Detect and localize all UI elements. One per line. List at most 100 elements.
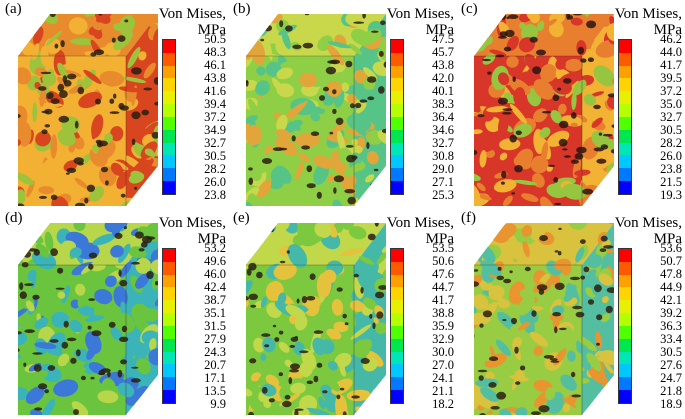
colorbar: [162, 39, 176, 195]
colorbar-segment: [619, 181, 631, 194]
colorbar-segment: [391, 351, 403, 365]
colorbar-tick-label: 27.1: [432, 175, 454, 189]
colorbar-segment: [391, 249, 403, 262]
legend-title: Von Mises, MPa: [370, 6, 454, 38]
colorbar: [390, 39, 404, 195]
colorbar-segment: [163, 325, 175, 339]
colorbar-tick-label: 41.7: [432, 293, 454, 307]
colorbar-tick-label: 32.9: [432, 332, 454, 346]
colorbar-tick-label: 44.0: [660, 45, 682, 59]
colorbar-tick-label: 35.0: [660, 97, 682, 111]
colorbar-tick-label: 35.9: [432, 319, 454, 333]
colorbar-tick-label: 53.6: [660, 241, 682, 255]
colorbar-segment: [619, 52, 631, 66]
legend-title: Von Mises, MPa: [142, 215, 226, 247]
colorbar: [618, 39, 632, 195]
panel-label: (f): [461, 210, 476, 226]
colorbar-tick-label: 41.7: [660, 58, 682, 72]
colorbar-segment: [619, 364, 631, 378]
colorbar-segment: [619, 104, 631, 117]
colorbar-tick-label: 30.5: [660, 123, 682, 137]
colorbar-segment: [163, 351, 175, 365]
colorbar-segment: [619, 65, 631, 79]
colorbar-tick-label: 18.2: [432, 397, 454, 411]
colorbar-tick-label: 48.3: [204, 45, 226, 59]
colorbar-segment: [391, 325, 403, 339]
colorbar-segment: [619, 168, 631, 182]
colorbar-tick-label: 43.8: [432, 58, 454, 72]
stress-contour-sample: [10, 8, 160, 208]
colorbar-tick-label: 27.6: [660, 358, 682, 372]
colorbar-segment: [391, 313, 403, 326]
colorbar-segment: [391, 52, 403, 66]
colorbar-segment: [163, 338, 175, 352]
colorbar-tick-label: 21.5: [660, 175, 682, 189]
colorbar-segment: [163, 78, 175, 92]
colorbar-tick-label: 20.7: [204, 358, 226, 372]
colorbar-tick-label: 50.5: [204, 32, 226, 46]
colorbar-segment: [163, 287, 175, 301]
colorbar-tick-label: 26.0: [204, 175, 226, 189]
colorbar-tick-label: 34.9: [204, 123, 226, 137]
colorbar-tick-label: 40.1: [432, 84, 454, 98]
stress-contour-sample: [238, 217, 388, 417]
colorbar-tick-label: 50.6: [432, 254, 454, 268]
colorbar-segment: [391, 104, 403, 117]
panel-a: (a) Von Mises, MPa 50.5 48.3 46.1 43.8 41.6 3…: [2, 0, 227, 208]
colorbar-tick-label: 43.8: [204, 71, 226, 85]
colorbar-tick-label: 24.3: [204, 345, 226, 359]
colorbar-tick-label: 23.8: [204, 188, 226, 202]
colorbar-tick-label: 44.9: [660, 280, 682, 294]
sample-render: [18, 223, 158, 415]
legend-title-line1: Von Mises,: [386, 6, 454, 22]
colorbar-segment: [619, 40, 631, 53]
colorbar: [618, 248, 632, 404]
colorbar-tick-label: 39.4: [204, 97, 226, 111]
colorbar-tick-label: 13.5: [204, 384, 226, 398]
colorbar-segment: [619, 249, 631, 262]
colorbar-segment: [163, 104, 175, 117]
colorbar-tick-label: 18.9: [660, 397, 682, 411]
colorbar-segment: [391, 168, 403, 182]
legend-title: Von Mises, MPa: [142, 6, 226, 38]
legend-title: Von Mises, MPa: [598, 215, 682, 247]
colorbar-tick-label: 39.5: [660, 71, 682, 85]
colorbar-tick-label: 17.1: [204, 371, 226, 385]
sample-render: [474, 223, 614, 415]
colorbar-ticks: 53.2 49.6 46.0 42.4 38.7 35.1 31.5 27.9 24.3 20.7…: [180, 242, 226, 411]
stress-contour-sample: [466, 217, 616, 417]
colorbar-tick-label: 30.5: [204, 149, 226, 163]
colorbar-segment: [391, 142, 403, 156]
colorbar-segment: [391, 390, 403, 403]
legend-title-line2: MPa: [197, 231, 226, 247]
colorbar-segment: [619, 116, 631, 130]
legend-title-line2: MPa: [425, 22, 454, 38]
stress-contour-sample: [238, 8, 388, 208]
colorbar-segment: [391, 40, 403, 53]
colorbar-segment: [619, 300, 631, 314]
colorbar-segment: [391, 274, 403, 288]
colorbar-tick-label: 29.0: [432, 162, 454, 176]
panel-label: (d): [5, 210, 23, 226]
colorbar-tick-label: 32.7: [660, 110, 682, 124]
colorbar-tick-label: 45.7: [432, 45, 454, 59]
colorbar-segment: [619, 78, 631, 92]
colorbar-tick-label: 39.2: [660, 306, 682, 320]
colorbar-segment: [163, 52, 175, 66]
colorbar-segment: [163, 40, 175, 53]
colorbar-tick-label: 53.5: [432, 241, 454, 255]
colorbar-segment: [163, 155, 175, 169]
colorbar-segment: [619, 325, 631, 339]
colorbar-tick-label: 35.1: [204, 306, 226, 320]
colorbar-tick-label: 49.6: [204, 254, 226, 268]
colorbar-segment: [619, 377, 631, 391]
legend-title-line2: MPa: [653, 231, 682, 247]
stress-contour-sample: [466, 8, 616, 208]
colorbar-ticks: 46.2 44.0 41.7 39.5 37.2 35.0 32.7 30.5 28.2 26.0…: [636, 33, 682, 202]
colorbar-tick-label: 50.7: [660, 254, 682, 268]
colorbar-segment: [619, 91, 631, 105]
colorbar-tick-label: 26.0: [660, 149, 682, 163]
colorbar-tick-label: 38.8: [432, 306, 454, 320]
panel-f: (f) Von Mises, MPa 53.6 50.7 47.8 44.9 42.1 3…: [458, 209, 683, 417]
colorbar-segment: [619, 155, 631, 169]
